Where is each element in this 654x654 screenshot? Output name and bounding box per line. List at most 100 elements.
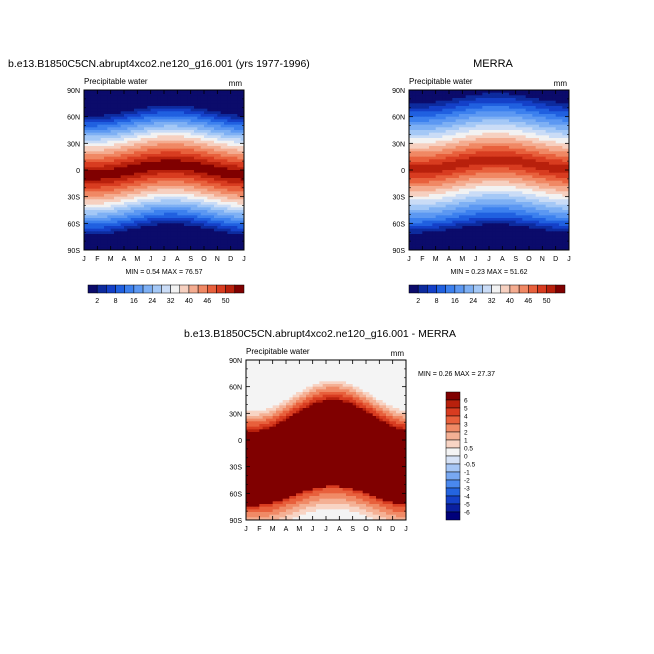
heat-cell: [177, 172, 182, 176]
heat-cell: [194, 236, 198, 240]
heat-cell: [150, 212, 155, 216]
heat-cell: [509, 148, 513, 152]
heat-cell: [150, 207, 155, 211]
heat-cell: [207, 130, 212, 134]
heat-cell: [214, 204, 218, 208]
heat-cell: [539, 130, 543, 134]
heat-cell: [522, 135, 527, 139]
heat-cell: [127, 98, 132, 102]
heat-cell: [459, 183, 463, 187]
heat-cell: [465, 170, 470, 174]
heat-cell: [207, 210, 212, 214]
heat-cell: [207, 226, 212, 230]
heat-cell: [147, 186, 152, 190]
heat-cell: [522, 159, 527, 163]
heat-cell: [549, 100, 553, 104]
heat-cell: [107, 202, 112, 206]
heat-cell: [532, 143, 537, 147]
heat-cell: [154, 188, 158, 192]
heat-cell: [409, 202, 413, 206]
heat-cell: [210, 234, 215, 238]
heat-cell: [157, 108, 162, 112]
heat-cell: [184, 108, 188, 112]
heat-cell: [240, 140, 245, 144]
heat-cell: [455, 106, 460, 110]
heat-cell: [465, 140, 470, 144]
heat-cell: [442, 186, 447, 190]
heat-cell: [117, 170, 122, 174]
heat-cell: [445, 178, 450, 182]
heat-cell: [485, 186, 490, 190]
heat-cell: [472, 95, 477, 99]
heat-cell: [542, 135, 547, 139]
heat-cell: [200, 215, 205, 219]
heat-cell: [167, 239, 172, 243]
heat-cell: [197, 127, 202, 131]
heat-cell: [100, 162, 105, 166]
heat-cell: [197, 231, 202, 235]
heat-cell: [565, 92, 570, 96]
x-tick-label: J: [162, 256, 166, 263]
heat-cell: [140, 242, 145, 246]
heat-cell: [499, 199, 503, 203]
heat-cell: [170, 239, 175, 243]
heat-cell: [107, 116, 112, 120]
heat-cell: [227, 234, 232, 238]
heat-cell: [545, 135, 550, 139]
heat-cell: [499, 132, 503, 136]
heat-cell: [512, 191, 517, 195]
y-tick-label: 30S: [68, 195, 81, 202]
heat-cell: [97, 231, 102, 235]
heat-cell: [104, 106, 108, 110]
heat-cell: [94, 172, 98, 176]
heat-cell: [489, 98, 493, 102]
heat-cell: [190, 207, 195, 211]
heat-cell: [485, 162, 490, 166]
heat-cell: [207, 92, 212, 96]
heat-cell: [124, 98, 128, 102]
heat-cell: [94, 191, 98, 195]
heat-cell: [224, 95, 228, 99]
heat-cell: [489, 92, 493, 96]
heat-cell: [217, 138, 222, 142]
heat-cell: [144, 92, 148, 96]
heat-cell: [522, 90, 527, 94]
heat-cell: [519, 159, 523, 163]
heat-cell: [555, 138, 560, 142]
heat-cell: [184, 244, 188, 248]
heat-cell: [502, 175, 507, 179]
heat-cell: [502, 188, 507, 192]
heat-cell: [164, 140, 168, 144]
heat-cell: [445, 114, 450, 118]
heat-cell: [445, 122, 450, 126]
heat-cell: [197, 95, 202, 99]
heat-cell: [150, 218, 155, 222]
heat-cell: [170, 202, 175, 206]
heat-cell: [147, 135, 152, 139]
heat-cell: [552, 90, 557, 94]
heat-cell: [237, 156, 242, 160]
heat-cell: [204, 215, 208, 219]
heat-cell: [439, 140, 443, 144]
heat-cell: [214, 199, 218, 203]
heat-cell: [170, 140, 175, 144]
heat-cell: [565, 95, 570, 99]
heat-cell: [502, 116, 507, 120]
heat-cell: [419, 100, 423, 104]
heat-cell: [177, 175, 182, 179]
heat-cell: [114, 148, 118, 152]
heat-cell: [194, 199, 198, 203]
heat-cell: [164, 124, 168, 128]
heat-cell: [485, 167, 490, 171]
heat-cell: [472, 119, 477, 123]
heat-cell: [127, 196, 132, 200]
heat-cell: [479, 124, 483, 128]
heat-cell: [140, 172, 145, 176]
heat-cell: [522, 188, 527, 192]
heat-cell: [217, 170, 222, 174]
heat-cell: [509, 194, 513, 198]
heat-cell: [200, 92, 205, 96]
heat-cell: [184, 199, 188, 203]
heat-cell: [559, 151, 563, 155]
heat-cell: [97, 95, 102, 99]
